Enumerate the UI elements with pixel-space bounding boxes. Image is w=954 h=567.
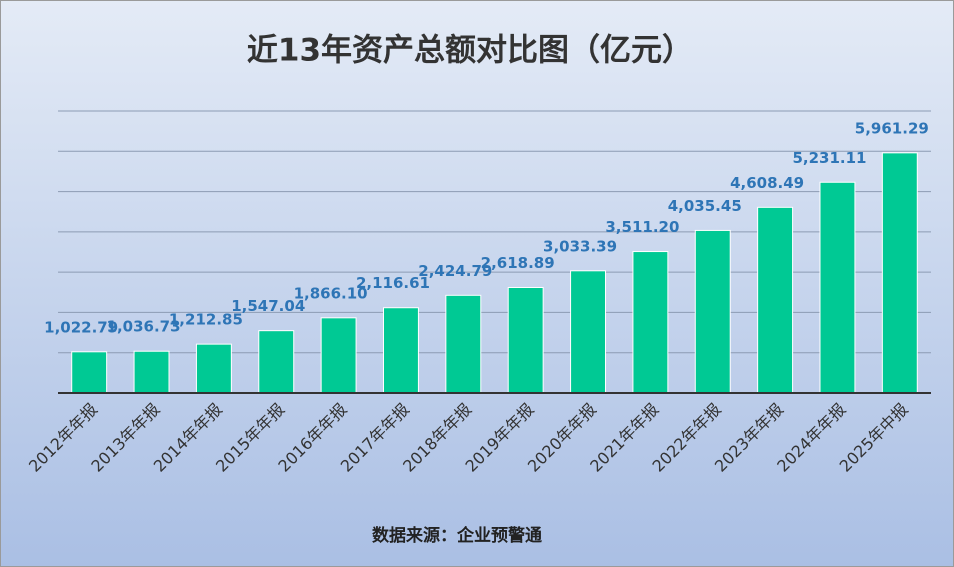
bar [881, 152, 918, 394]
value-label: 5,961.29 [855, 119, 929, 137]
value-label: 2,618.89 [481, 254, 555, 272]
bar [258, 330, 295, 394]
bar [133, 350, 170, 394]
value-label: 3,033.39 [543, 237, 617, 255]
bar [195, 343, 232, 394]
value-label: 2,424.79 [418, 262, 492, 280]
value-label: 5,231.11 [792, 149, 866, 167]
bar [570, 270, 606, 394]
chart-title: 近13年资产总额对比图（亿元） [247, 33, 693, 69]
bar [320, 317, 357, 394]
source-note: 数据来源：企业预警通 [372, 525, 542, 546]
bar [694, 229, 731, 394]
bar [71, 351, 108, 394]
value-label: 4,035.45 [668, 197, 742, 215]
bar [632, 251, 669, 394]
bar [383, 307, 419, 394]
bar [819, 181, 856, 394]
value-label: 3,511.20 [605, 218, 679, 236]
value-label: 1,547.04 [231, 297, 305, 315]
value-label: 1,866.10 [294, 284, 368, 302]
value-label: 1,036.73 [107, 318, 181, 336]
value-label: 1,022.79 [44, 318, 118, 336]
bar [757, 206, 794, 394]
value-label: 1,212.85 [169, 311, 243, 329]
value-label: 2,116.61 [356, 274, 430, 292]
bar [507, 286, 544, 394]
bar [445, 294, 482, 394]
value-label: 4,608.49 [730, 174, 804, 192]
